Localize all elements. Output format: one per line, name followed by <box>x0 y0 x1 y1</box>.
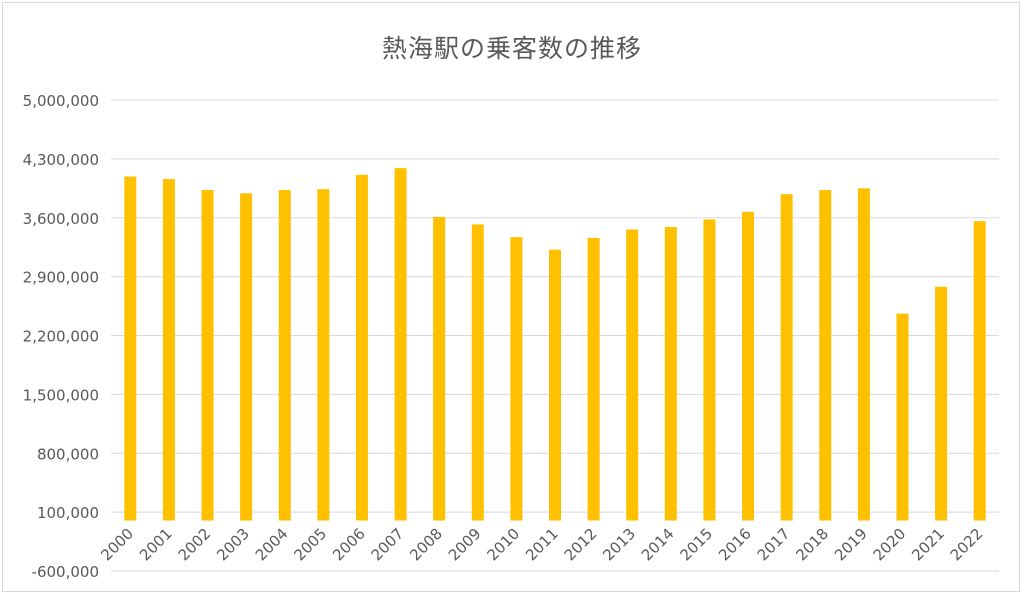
x-tick-label: 2019 <box>831 525 871 565</box>
bar-2009 <box>471 224 484 521</box>
x-tick-label: 2003 <box>213 525 253 565</box>
y-tick-label: 1,500,000 <box>23 386 99 404</box>
bar-2018 <box>819 189 832 521</box>
x-tick-label: 2017 <box>754 525 794 565</box>
x-tick-label: 2011 <box>522 525 562 565</box>
x-tick-label: 2000 <box>97 525 137 565</box>
y-tick-label: -600,000 <box>32 563 99 581</box>
x-axis-ticks: 2000200120022003200420052006200720082009… <box>97 525 986 565</box>
bar-chart: 5,000,000 4,300,000 3,600,000 2,900,000 2,20… <box>23 92 999 581</box>
bar-2010 <box>510 237 523 521</box>
x-tick-label: 2013 <box>599 525 639 565</box>
x-tick-label: 2021 <box>908 525 948 565</box>
x-tick-label: 2020 <box>870 525 910 565</box>
bar-2013 <box>626 229 639 521</box>
x-tick-label: 2004 <box>252 525 292 565</box>
x-tick-label: 2016 <box>715 525 755 565</box>
x-tick-label: 2002 <box>175 525 215 565</box>
y-tick-label: 2,900,000 <box>23 269 99 287</box>
bar-2005 <box>317 189 330 521</box>
bar-2012 <box>587 237 600 521</box>
y-tick-label: 5,000,000 <box>23 92 99 110</box>
x-tick-label: 2015 <box>677 525 717 565</box>
bar-2004 <box>278 189 291 521</box>
bar-2011 <box>549 249 561 521</box>
y-tick-label: 3,600,000 <box>23 210 99 228</box>
x-tick-label: 2022 <box>947 525 987 565</box>
bar-2001 <box>162 179 175 521</box>
bar-2020 <box>896 313 909 521</box>
x-tick-label: 2001 <box>136 525 176 565</box>
x-tick-label: 2018 <box>792 525 832 565</box>
bar-2002 <box>201 189 214 521</box>
bar-2007 <box>394 168 407 521</box>
bar-2008 <box>433 216 446 521</box>
y-tick-label: 800,000 <box>37 445 99 463</box>
x-tick-label: 2005 <box>290 525 330 565</box>
x-tick-label: 2006 <box>329 525 369 565</box>
x-tick-label: 2014 <box>638 525 678 565</box>
chart-title: 熱海駅の乗客数の推移 <box>381 34 642 63</box>
bars <box>124 168 986 521</box>
bar-2016 <box>742 211 755 521</box>
bar-2019 <box>857 188 870 521</box>
bar-2022 <box>973 221 986 521</box>
x-tick-label: 2007 <box>368 525 408 565</box>
bar-2006 <box>355 174 368 521</box>
bar-2015 <box>703 219 716 521</box>
y-tick-label: 100,000 <box>37 504 99 522</box>
bar-2000 <box>124 176 137 521</box>
y-axis-ticks: 5,000,000 4,300,000 3,600,000 2,900,000 2,20… <box>23 92 99 581</box>
x-tick-label: 2012 <box>561 525 601 565</box>
x-tick-label: 2009 <box>445 525 485 565</box>
bar-2014 <box>664 227 677 521</box>
y-tick-label: 4,300,000 <box>23 151 99 169</box>
bar-2021 <box>935 286 948 521</box>
bar-2003 <box>240 193 253 521</box>
bar-2017 <box>780 194 793 521</box>
x-tick-label: 2010 <box>483 525 523 565</box>
y-tick-label: 2,200,000 <box>23 328 99 346</box>
x-tick-label: 2008 <box>406 525 446 565</box>
